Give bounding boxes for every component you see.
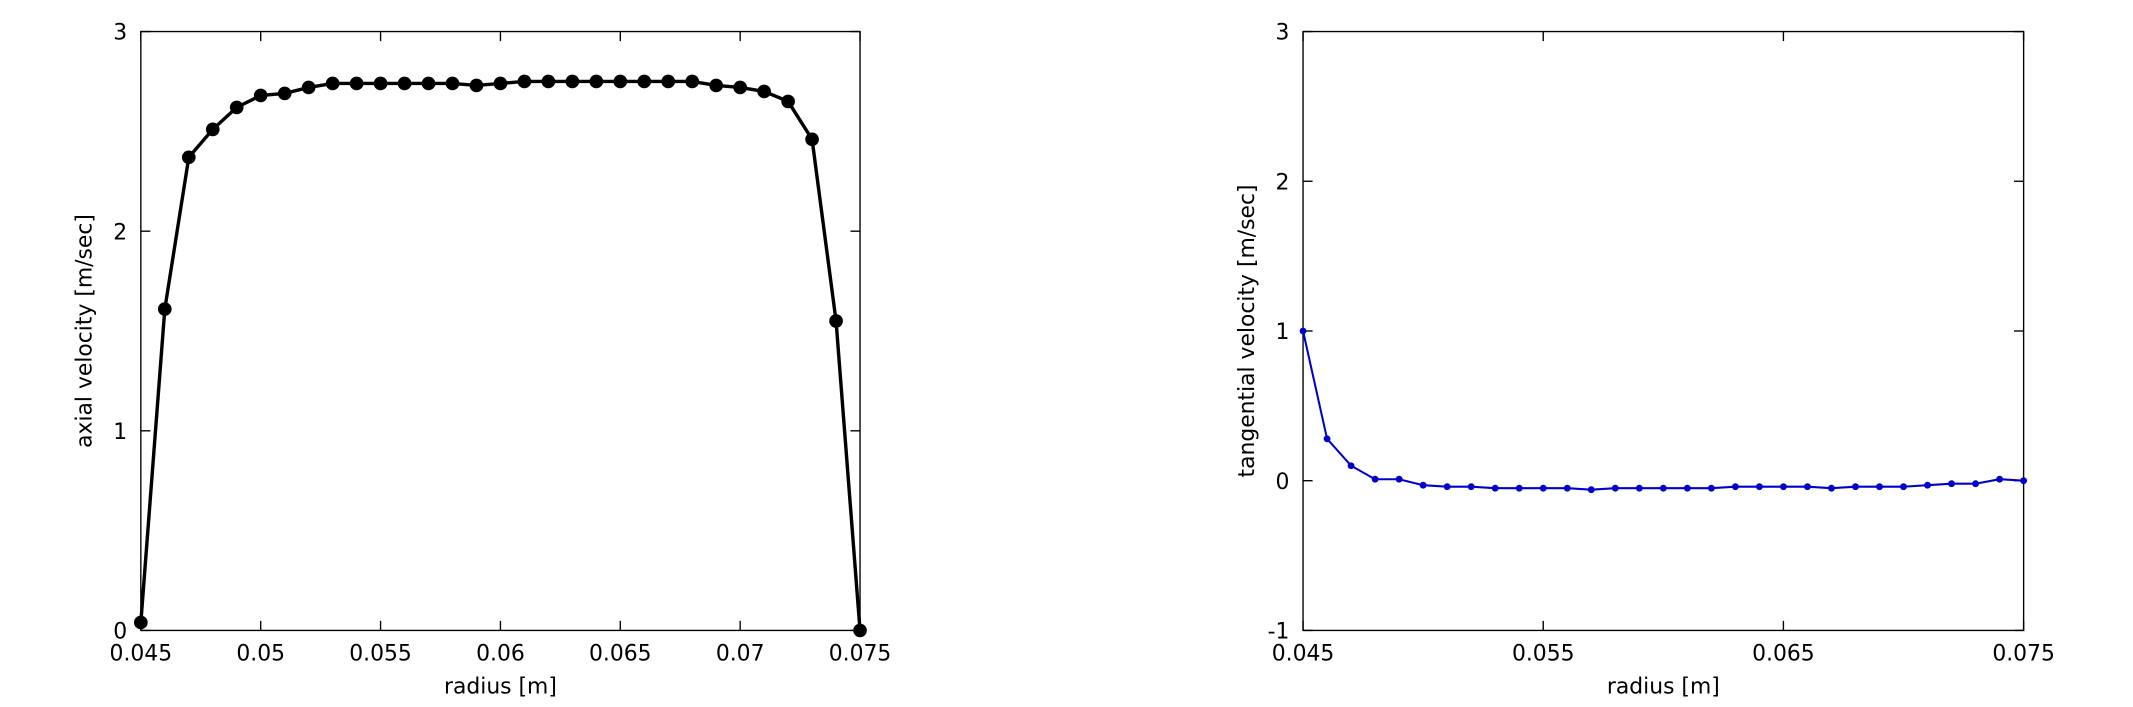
data-point: [205, 122, 220, 137]
data-point: [1924, 481, 1931, 489]
x-axis-label: radius [m]: [1607, 674, 1720, 699]
data-point: [637, 74, 652, 89]
data-point: [1419, 481, 1427, 489]
x-tick-label: 0.065: [1752, 642, 1815, 667]
data-point: [517, 74, 532, 89]
data-point: [1948, 480, 1955, 488]
x-tick-label: 0.055: [1512, 642, 1575, 667]
data-point: [661, 74, 676, 89]
data-point: [469, 78, 484, 93]
data-point: [133, 615, 148, 630]
data-point: [1395, 475, 1403, 483]
plot-frame: [140, 30, 861, 632]
data-point: [1900, 483, 1907, 491]
data-point: [277, 86, 292, 101]
data-point: [181, 150, 196, 165]
x-tick-label: 0.055: [349, 642, 412, 667]
data-point: [301, 80, 316, 95]
data-point: [325, 76, 340, 91]
x-tick-label: 0.05: [236, 642, 285, 667]
data-point: [397, 76, 412, 91]
y-axis-label: tangential velocity [m/sec]: [1235, 184, 1260, 477]
data-point: [1635, 484, 1643, 492]
y-tick-label: 2: [1275, 170, 1289, 195]
data-point: [1491, 484, 1499, 492]
data-point: [1323, 435, 1331, 443]
y-tick-label: 3: [113, 21, 127, 46]
data-point: [1731, 483, 1739, 491]
data-point: [1371, 475, 1379, 483]
data-point: [1828, 484, 1835, 492]
data-point: [1299, 327, 1307, 335]
data-point: [157, 302, 172, 316]
data-point: [565, 74, 580, 89]
y-axis-label: axial velocity [m/sec]: [73, 214, 98, 448]
data-point: [373, 76, 388, 91]
x-tick-label: 0.06: [476, 642, 525, 667]
data-point: [1755, 483, 1763, 491]
data-point: [757, 84, 771, 99]
data-point: [1780, 483, 1787, 491]
data-point: [613, 74, 628, 89]
x-axis-label: radius [m]: [444, 674, 557, 699]
data-point: [1467, 483, 1475, 491]
data-point: [1587, 486, 1595, 494]
data-point: [733, 80, 748, 95]
x-tick-label: 0.075: [829, 642, 892, 667]
data-point: [853, 623, 867, 638]
x-tick-label: 0.045: [1272, 642, 1335, 667]
y-tick-label: 3: [1275, 21, 1289, 46]
data-point: [709, 78, 724, 93]
data-point: [1804, 483, 1811, 491]
data-point: [1347, 462, 1355, 470]
data-point: [1611, 484, 1619, 492]
y-tick-label: -1: [1268, 620, 1290, 645]
data-point: [1443, 483, 1451, 491]
data-point: [781, 94, 795, 109]
data-point: [1876, 483, 1883, 491]
data-point: [421, 76, 436, 91]
data-point: [1972, 480, 1979, 488]
data-point: [1563, 484, 1571, 492]
x-tick-label: 0.065: [589, 642, 652, 667]
data-point: [541, 74, 556, 89]
data-point: [589, 74, 604, 89]
data-point: [1852, 483, 1859, 491]
y-tick-label: 0: [113, 620, 127, 645]
x-tick-label: 0.07: [716, 642, 765, 667]
data-point: [2020, 477, 2028, 485]
x-tick-label: 0.045: [110, 642, 173, 667]
data-point: [253, 88, 268, 103]
y-tick-label: 2: [113, 220, 127, 245]
data-point: [1996, 475, 2004, 483]
y-tick-label: 0: [1275, 470, 1289, 495]
data-line: [1302, 330, 2024, 491]
data-point: [829, 314, 843, 328]
data-point: [685, 74, 700, 89]
data-point: [1515, 484, 1523, 492]
data-point: [349, 76, 364, 91]
data-point: [1539, 484, 1547, 492]
y-tick-label: 1: [1275, 320, 1289, 345]
x-tick-label: 0.075: [1992, 642, 2055, 667]
plot-frame: [1302, 30, 2025, 632]
y-tick-label: 1: [113, 420, 127, 445]
data-point: [229, 100, 244, 115]
data-point: [445, 76, 460, 91]
data-point: [1659, 484, 1667, 492]
data-point: [493, 76, 508, 91]
data-point: [805, 132, 819, 147]
data-point: [1683, 484, 1691, 492]
data-point: [1707, 484, 1715, 492]
data-line: [139, 79, 862, 631]
